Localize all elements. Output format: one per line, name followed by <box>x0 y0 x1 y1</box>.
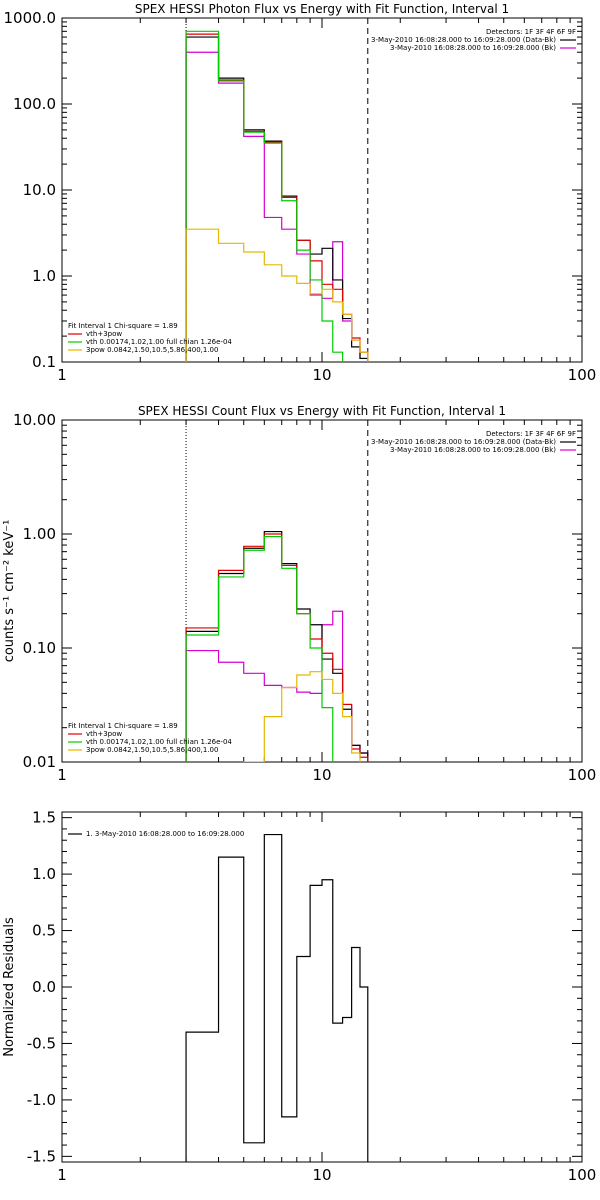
y-tick-label: 0.10 <box>23 639 56 657</box>
x-tick-label: 100 <box>568 366 597 384</box>
x-tick-label: 1 <box>57 766 67 784</box>
chart-title: SPEX HESSI Count Flux vs Energy with Fit… <box>138 404 506 418</box>
series-line-1 <box>185 610 369 762</box>
legend-left-entry: 3pow 0.0842,1.50,10.5,5.86,400,1.00 <box>86 746 218 754</box>
chart-panel-3: Normalized Residuals 1 10 100 1.5 1.0 0.5 0.0 -0… <box>2 809 596 1184</box>
legend-right-entry: Detectors: 1F 3F 4F 6F 9F <box>486 430 576 438</box>
y-tick-label: 1.0 <box>32 865 56 883</box>
x-tick-label: 100 <box>568 1166 597 1184</box>
series-line-5 <box>243 671 361 762</box>
legend-right-entry: Detectors: 1F 3F 4F 6F 9F <box>486 28 576 36</box>
series-line-5 <box>185 228 369 362</box>
legend-left-entry: vth+3pow <box>86 330 122 338</box>
chart-title: SPEX HESSI Photon Flux vs Energy with Fi… <box>135 2 509 16</box>
y-tick-label: -0.5 <box>27 1034 56 1052</box>
series-line-3 <box>185 533 369 762</box>
legend-right-entry: 3-May-2010 16:08:28.000 to 16:09:28.000 … <box>390 44 556 52</box>
y-tick-label: 0.5 <box>32 922 56 940</box>
y-tick-label: 1.00 <box>23 525 56 543</box>
y-axis-label: Normalized Residuals <box>2 917 17 1057</box>
y-tick-label: -1.0 <box>27 1091 56 1109</box>
legend-right-entry: 3-May-2010 16:08:28.000 to 16:09:28.000 … <box>390 446 556 454</box>
series-line-4 <box>185 30 344 362</box>
legend-left-entry: vth 0.00174,1.02,1.00 full chian 1.26e-0… <box>86 338 232 346</box>
y-tick-label: 100.0 <box>13 95 56 113</box>
y-tick-label: 0.0 <box>32 978 56 996</box>
y-tick-label: 0.1 <box>32 353 56 371</box>
x-tick-label: 10 <box>312 766 331 784</box>
series-line-4 <box>185 535 334 762</box>
series-line-2 <box>185 530 369 762</box>
data-series-group <box>185 30 369 362</box>
plot-frame <box>61 419 583 763</box>
chart-panel-1: SPEX HESSI Photon Flux vs Energy with Fi… <box>4 2 597 384</box>
y-axis-label: counts s⁻¹ cm⁻² keV⁻¹ <box>2 520 17 663</box>
legend-left-entry: 3pow 0.0842,1.50,10.5,5.86,400,1.00 <box>86 346 218 354</box>
x-tick-label: 10 <box>312 366 331 384</box>
legend-left-entry: vth+3pow <box>86 730 122 738</box>
data-series-group <box>185 530 369 762</box>
legend-left-entry: 1. 3-May-2010 16:08:28.000 to 16:09:28.0… <box>86 830 244 838</box>
y-tick-label: 10.00 <box>13 411 56 429</box>
x-tick-label: 100 <box>568 766 597 784</box>
y-tick-label: -1.5 <box>27 1147 56 1165</box>
y-tick-label: 1.0 <box>32 267 56 285</box>
x-tick-label: 1 <box>57 1166 67 1184</box>
legend-right-entry: 3-May-2010 16:08:28.000 to 16:09:28.000 … <box>371 438 556 446</box>
data-series-group <box>185 833 369 1162</box>
legend-left-entry: Fit Interval 1 Chi-square = 1.89 <box>68 722 178 730</box>
y-tick-label: 1000.0 <box>4 9 57 27</box>
y-tick-label: 1.5 <box>32 809 56 827</box>
chart-panel-2: SPEX HESSI Count Flux vs Energy with Fit… <box>2 404 597 784</box>
legend-left-entry: vth 0.00174,1.02,1.00 full chian 1.26e-0… <box>86 738 232 746</box>
y-tick-label: 0.01 <box>23 753 56 771</box>
legend-right-entry: 3-May-2010 16:08:28.000 to 16:09:28.000 … <box>371 36 556 44</box>
plot-frame <box>61 811 583 1163</box>
y-tick-label: 10.0 <box>23 181 56 199</box>
series-line-1 <box>185 833 369 1162</box>
x-tick-label: 1 <box>57 366 67 384</box>
x-tick-label: 10 <box>312 1166 331 1184</box>
legend-left-entry: Fit Interval 1 Chi-square = 1.89 <box>68 322 178 330</box>
